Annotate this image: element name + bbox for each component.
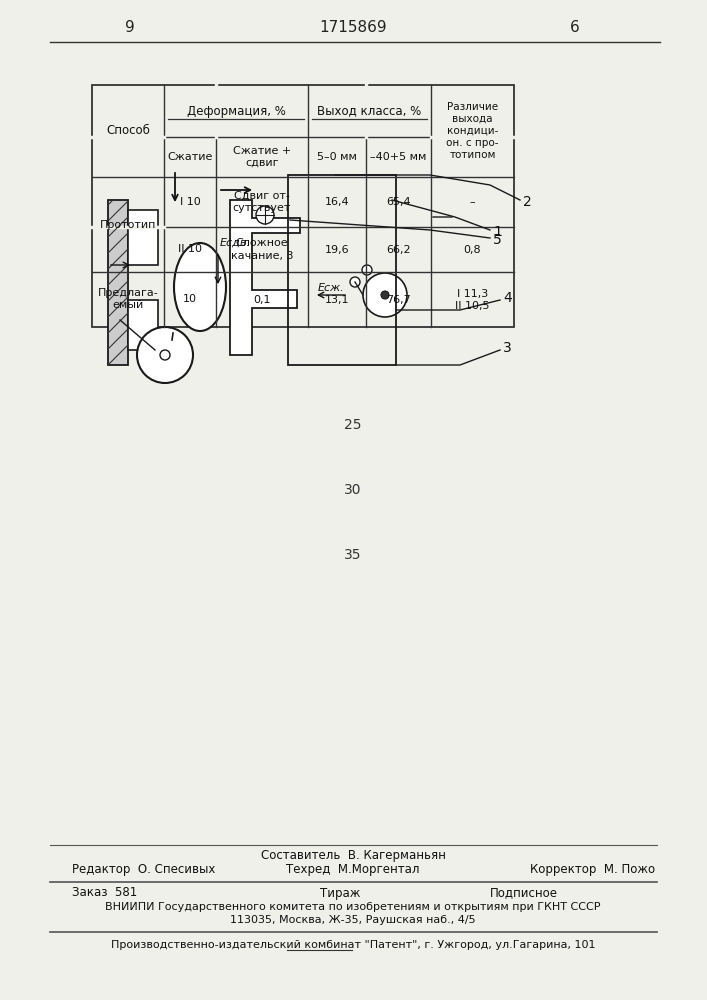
Text: 4: 4	[503, 291, 512, 305]
Text: II 10: II 10	[178, 244, 202, 254]
Text: 113035, Москва, Ж-35, Раушская наб., 4/5: 113035, Москва, Ж-35, Раушская наб., 4/5	[230, 915, 476, 925]
Text: 76,7: 76,7	[386, 294, 411, 304]
Text: 30: 30	[344, 483, 362, 497]
Text: 0,1: 0,1	[253, 294, 271, 304]
Text: –40+5 мм: –40+5 мм	[370, 152, 427, 162]
Text: Прототип: Прототип	[100, 220, 156, 230]
Text: 13,1: 13,1	[325, 294, 349, 304]
Text: 3: 3	[503, 341, 512, 355]
Text: 6: 6	[570, 20, 580, 35]
Text: 0,8: 0,8	[464, 244, 481, 254]
Ellipse shape	[174, 243, 226, 331]
Circle shape	[362, 265, 372, 275]
Text: Заказ  581: Заказ 581	[72, 886, 137, 900]
Text: 35: 35	[344, 548, 362, 562]
Text: Сдвиг от-
сутствует: Сдвиг от- сутствует	[233, 191, 291, 213]
Bar	[288, 175, 396, 365]
Text: Eсдв.: Eсдв.	[220, 238, 251, 248]
Polygon shape	[230, 200, 300, 355]
Text: Деформация, %: Деформация, %	[187, 104, 286, 117]
Bar	[128, 210, 158, 265]
Circle shape	[381, 291, 389, 299]
Text: 19,6: 19,6	[325, 244, 349, 254]
Text: 10: 10	[183, 294, 197, 304]
Text: ВНИИПИ Государственного комитета по изобретениям и открытиям при ГКНТ СССР: ВНИИПИ Государственного комитета по изоб…	[105, 902, 601, 912]
Text: –: –	[469, 197, 475, 207]
Text: 16,4: 16,4	[325, 197, 349, 207]
Text: Техред  М.Моргентал: Техред М.Моргентал	[286, 862, 420, 876]
Circle shape	[137, 327, 193, 383]
Text: Различие
выхода
кондици-
он. с про-
тотипом: Различие выхода кондици- он. с про- тоти…	[446, 102, 498, 160]
Text: I 10: I 10	[180, 197, 200, 207]
Text: I 11,3
II 10,5: I 11,3 II 10,5	[455, 288, 490, 310]
Text: 2: 2	[523, 195, 532, 209]
Text: Предлага-
емый: Предлага- емый	[98, 288, 158, 310]
Text: Производственно-издательский комбинат "Патент", г. Ужгород, ул.Гагарина, 101: Производственно-издательский комбинат "П…	[111, 940, 595, 950]
Circle shape	[350, 277, 360, 287]
Text: Сжатие +
сдвиг: Сжатие + сдвиг	[233, 146, 291, 168]
Text: Тираж: Тираж	[320, 886, 361, 900]
Text: Составитель  В. Кагерманьян: Составитель В. Кагерманьян	[261, 848, 445, 861]
Text: 1: 1	[493, 225, 502, 239]
Text: Сложное
качание, 3: Сложное качание, 3	[230, 238, 293, 260]
Bar	[92, 85, 514, 327]
Bar	[108, 200, 128, 365]
Circle shape	[160, 350, 170, 360]
Circle shape	[256, 206, 274, 224]
Text: Eсж.: Eсж.	[318, 283, 344, 293]
Text: 25: 25	[344, 418, 362, 432]
Bar	[128, 300, 158, 350]
Text: Подписное: Подписное	[490, 886, 558, 900]
Text: Сжатие: Сжатие	[168, 152, 213, 162]
Text: 9: 9	[125, 20, 135, 35]
Text: Корректор  М. Пожо: Корректор М. Пожо	[530, 862, 655, 876]
Text: 1715869: 1715869	[319, 20, 387, 35]
Text: 65,4: 65,4	[386, 197, 411, 207]
Text: 5–0 мм: 5–0 мм	[317, 152, 357, 162]
Text: Выход класса, %: Выход класса, %	[317, 104, 421, 117]
Text: 66,2: 66,2	[386, 244, 411, 254]
Text: 5: 5	[493, 233, 502, 247]
Circle shape	[363, 273, 407, 317]
Text: Редактор  О. Спесивых: Редактор О. Спесивых	[72, 862, 216, 876]
Text: Способ: Способ	[106, 124, 150, 137]
